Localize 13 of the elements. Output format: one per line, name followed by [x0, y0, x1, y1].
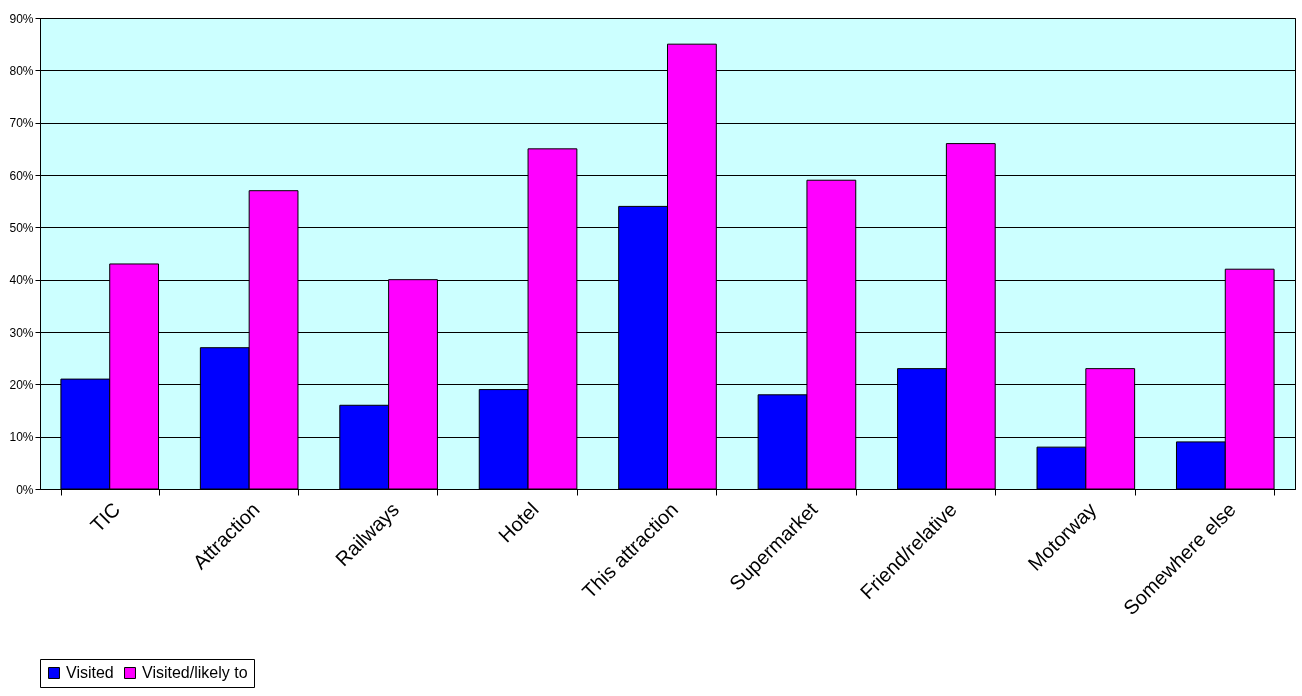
- y-tick-label: 20%: [9, 377, 34, 392]
- y-tick-label: 60%: [9, 168, 34, 183]
- y-tick-label: 0%: [16, 482, 34, 497]
- y-tick-label: 80%: [9, 63, 34, 78]
- y-tick-label: 40%: [9, 273, 34, 288]
- y-tick-label: 30%: [9, 325, 34, 340]
- y-tick-label: 50%: [9, 220, 34, 235]
- legend-label: Visited: [66, 664, 114, 681]
- x-tick-label: TIC: [86, 498, 125, 537]
- y-tick-label: 70%: [9, 116, 34, 131]
- y-tick-label: 90%: [9, 11, 34, 26]
- legend-label: Visited/likely to: [142, 664, 248, 681]
- y-tick-label: 10%: [9, 430, 34, 445]
